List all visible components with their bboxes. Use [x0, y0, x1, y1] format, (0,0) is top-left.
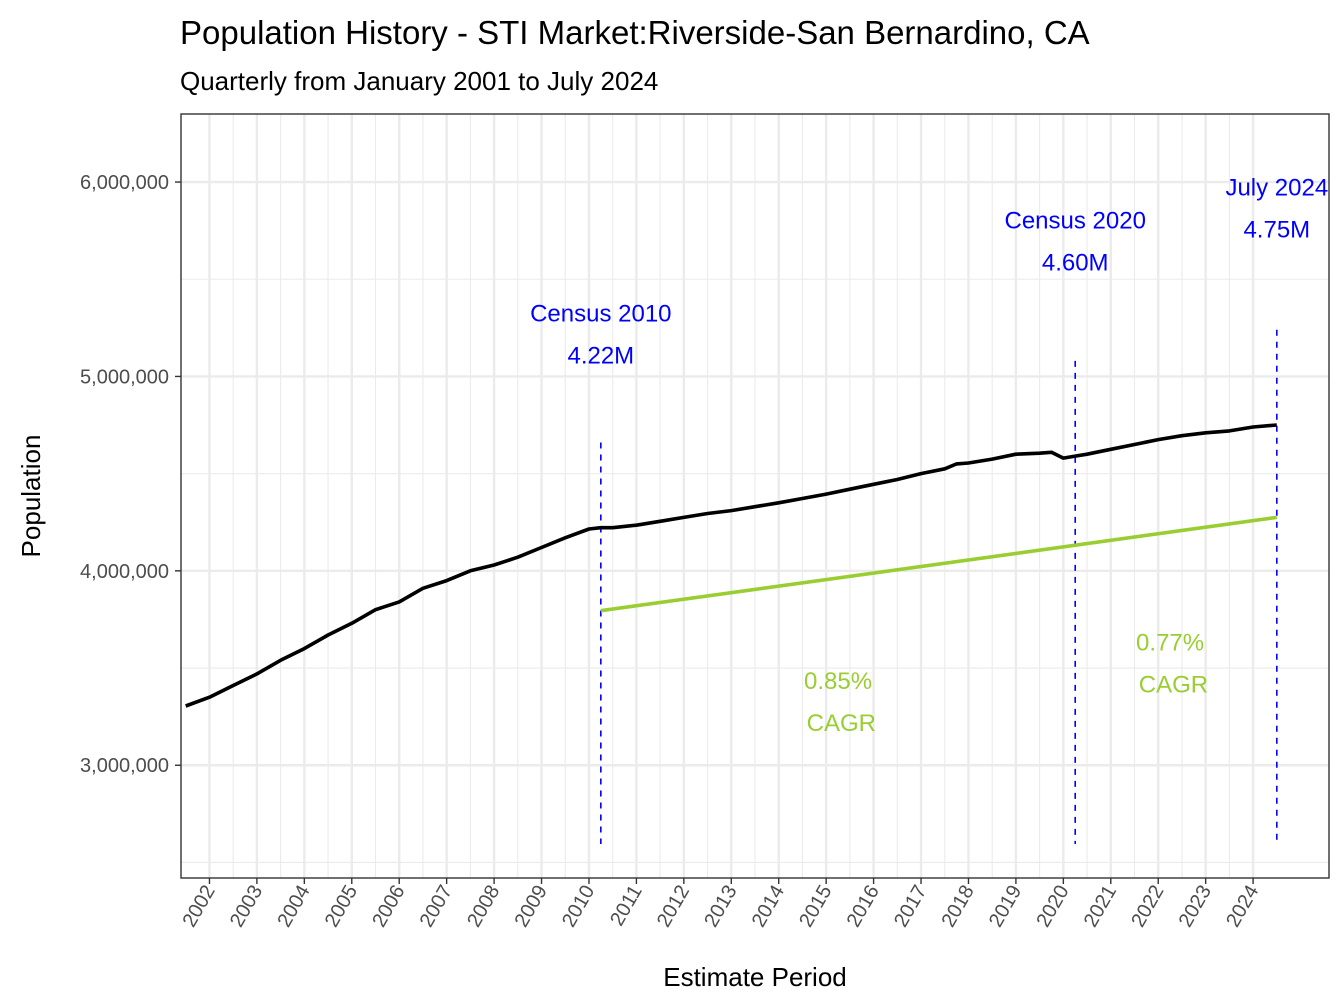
annotation-line2: 4.60M: [1042, 249, 1109, 276]
annotation-line1: Census 2010: [530, 301, 671, 328]
x-tick-label: 2017: [890, 882, 931, 932]
x-tick-label: 2009: [511, 882, 552, 932]
x-tick-label: 2021: [1080, 882, 1121, 932]
annotation-line1: Census 2020: [1004, 207, 1145, 234]
annotation-line2: 4.22M: [567, 343, 634, 370]
y-axis: 3,000,000 4,000,000 5,000,000 6,000,000: [80, 172, 181, 777]
y-axis-title: Population: [16, 435, 46, 558]
x-tick-label: 2012: [653, 882, 694, 932]
x-tick-label: 2008: [463, 882, 504, 932]
chart-subtitle: Quarterly from January 2001 to July 2024: [180, 66, 658, 96]
series-layer: [185, 423, 1278, 708]
annotation-line1: July 2024: [1225, 174, 1328, 201]
minor-gridlines: [181, 114, 1329, 878]
x-tick-label: 2018: [937, 882, 978, 932]
chart-title: Population History - STI Market:Riversid…: [180, 14, 1090, 51]
annotation-line1: 0.85%: [804, 668, 872, 695]
x-tick-label: 2016: [843, 882, 884, 932]
x-tick-label: 2010: [558, 882, 599, 932]
x-tick-label: 2023: [1175, 882, 1216, 932]
annotation-line2: CAGR: [1132, 671, 1208, 698]
annotation-line1: 0.77%: [1136, 629, 1204, 656]
x-tick-label: 2014: [748, 882, 789, 932]
y-tick-label: 6,000,000: [80, 172, 169, 194]
x-tick-label: 2005: [321, 882, 362, 932]
plot-border: [180, 113, 1330, 879]
cagr-trend-line: [600, 515, 1278, 613]
major-gridlines: [181, 114, 1329, 878]
x-tick-label: 2013: [700, 882, 741, 932]
x-tick-label: 2024: [1222, 882, 1263, 932]
y-tick-label: 5,000,000: [80, 366, 169, 388]
x-tick-label: 2006: [368, 882, 409, 932]
x-tick-label: 2004: [273, 882, 314, 932]
x-axis-title: Estimate Period: [663, 962, 847, 992]
x-axis: 2002 2003 2004 2005 2006 2007 2008 2009 2010 2011…: [178, 878, 1263, 931]
annotations: Census 2010 4.22M Census 2020 4.60M July 202…: [530, 174, 1328, 737]
reference-lines: [600, 329, 1278, 844]
population-line: [185, 423, 1277, 708]
annotation-line2: CAGR: [800, 710, 876, 737]
x-tick-label: 2011: [606, 882, 647, 930]
x-tick-label: 2002: [178, 882, 219, 932]
x-tick-label: 2020: [1032, 882, 1073, 932]
y-tick-label: 4,000,000: [80, 561, 169, 583]
annotation-line2: 4.75M: [1243, 216, 1310, 243]
x-tick-label: 2007: [416, 882, 457, 932]
x-tick-label: 2003: [226, 882, 267, 932]
x-tick-label: 2019: [985, 882, 1026, 932]
y-tick-label: 3,000,000: [80, 755, 169, 777]
x-tick-label: 2022: [1127, 882, 1168, 932]
x-tick-label: 2015: [795, 882, 836, 932]
